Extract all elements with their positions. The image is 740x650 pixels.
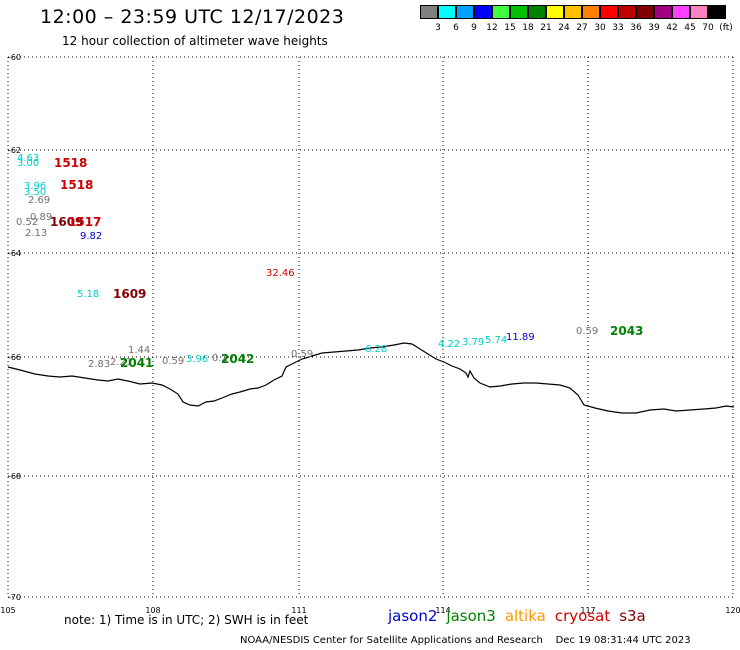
wave-height-label: 3.00 bbox=[17, 158, 39, 169]
legend-swatch bbox=[618, 5, 636, 19]
legend-label: 30 bbox=[594, 23, 606, 33]
legend-swatch bbox=[528, 5, 546, 19]
lat-tick-label: -68 bbox=[8, 472, 21, 481]
wave-height-label: 0.59 bbox=[162, 356, 184, 367]
legend-swatch bbox=[438, 5, 456, 19]
legend-swatch bbox=[420, 5, 438, 19]
lat-tick-label: -66 bbox=[8, 353, 21, 362]
wave-height-label: 5.74 bbox=[485, 335, 507, 346]
credit-text: NOAA/NESDIS Center for Satellite Applica… bbox=[240, 635, 543, 646]
wave-height-label: 2.69 bbox=[28, 195, 50, 206]
wave-height-label: 1609 bbox=[113, 287, 146, 301]
satellite-legend: jason2 jason3 altika cryosat s3a bbox=[388, 607, 655, 625]
wave-height-label: 6.28 bbox=[365, 344, 387, 355]
longitude-axis: 105 108 111 114 117 120 bbox=[0, 606, 740, 615]
legend-swatch bbox=[582, 5, 600, 19]
wave-height-label: 2041 bbox=[120, 356, 153, 370]
lat-tick-label: -62 bbox=[8, 146, 21, 155]
lat-tick-label: -64 bbox=[8, 249, 21, 258]
page-subtitle: 12 hour collection of altimeter wave hei… bbox=[62, 34, 328, 48]
legend-swatch bbox=[510, 5, 528, 19]
wave-height-label: 1609 bbox=[50, 215, 83, 229]
legend-swatch bbox=[564, 5, 582, 19]
note-text: note: 1) Time is in UTC; 2) SWH is in fe… bbox=[64, 613, 309, 627]
legend-unit: (ft) bbox=[719, 23, 733, 33]
legend-label: 33 bbox=[612, 23, 624, 33]
wave-height-label: 0.59 bbox=[291, 349, 313, 360]
wave-height-label: 1517 bbox=[68, 215, 101, 229]
legend-label: 3 bbox=[435, 23, 441, 33]
legend-label: 12 bbox=[486, 23, 498, 33]
satellite-name: s3a bbox=[619, 607, 646, 625]
wave-height-label: 0.52 bbox=[16, 217, 38, 228]
legend-label: 21 bbox=[540, 23, 552, 33]
satellite-name: altika bbox=[504, 607, 546, 625]
lat-tick-label: -60 bbox=[8, 53, 21, 62]
antarctic-coastline bbox=[7, 342, 735, 414]
lon-tick-label: 114 bbox=[435, 606, 450, 615]
wave-height-label: 3.50 bbox=[24, 187, 46, 198]
wave-height-label: 9.82 bbox=[80, 231, 102, 242]
wave-height-label: 3.96 bbox=[186, 354, 208, 365]
wave-height-label: 2.21 bbox=[110, 357, 132, 368]
page-title: 12:00 – 23:59 UTC 12/17/2023 bbox=[40, 6, 345, 28]
wave-height-label: 11.89 bbox=[506, 332, 535, 343]
legend-label: 15 bbox=[504, 23, 516, 33]
satellite-name: jason2 bbox=[388, 607, 438, 625]
latitude-axis: -60 -62 -64 -66 -68 -70 bbox=[8, 53, 21, 602]
wave-height-label: 0.89 bbox=[30, 212, 52, 223]
legend-swatch bbox=[456, 5, 474, 19]
legend-label: 39 bbox=[648, 23, 660, 33]
legend-label: 42 bbox=[666, 23, 678, 33]
wave-height-label: 3.96 bbox=[24, 181, 46, 192]
wave-height-label: 2.13 bbox=[25, 228, 47, 239]
satellite-name: cryosat bbox=[554, 607, 611, 625]
legend-swatch bbox=[708, 5, 726, 19]
lon-tick-label: 120 bbox=[725, 606, 740, 615]
legend-label: 18 bbox=[522, 23, 534, 33]
wave-height-label: 1.44 bbox=[128, 345, 150, 356]
lon-tick-label: 105 bbox=[0, 606, 15, 615]
legend-label: 24 bbox=[558, 23, 570, 33]
wave-height-label: 2.83 bbox=[88, 359, 110, 370]
legend-swatch bbox=[654, 5, 672, 19]
lat-tick-label: -70 bbox=[8, 593, 21, 602]
lon-tick-label: 111 bbox=[291, 606, 306, 615]
wave-height-label: 3.79 bbox=[462, 337, 484, 348]
wave-height-label: 32.46 bbox=[266, 268, 295, 279]
legend-swatch bbox=[636, 5, 654, 19]
lat-lon-grid bbox=[7, 56, 734, 598]
legend-label: 27 bbox=[576, 23, 588, 33]
wave-height-label: 5.18 bbox=[77, 289, 99, 300]
wave-height-label: 1518 bbox=[60, 178, 93, 192]
legend-label: 45 bbox=[684, 23, 696, 33]
timestamp: Dec 19 08:31:44 UTC 2023 bbox=[555, 635, 691, 646]
legend-swatch bbox=[600, 5, 618, 19]
legend-label: 6 bbox=[453, 23, 459, 33]
legend-swatch bbox=[492, 5, 510, 19]
legend-swatch bbox=[474, 5, 492, 19]
lon-tick-label: 117 bbox=[580, 606, 595, 615]
satellite-name: jason3 bbox=[446, 607, 496, 625]
legend-swatch bbox=[672, 5, 690, 19]
wave-height-label: 2042 bbox=[221, 352, 254, 366]
legend-swatch bbox=[546, 5, 564, 19]
legend-label: 9 bbox=[471, 23, 477, 33]
legend-label: 70 bbox=[702, 23, 714, 33]
legend-swatch bbox=[690, 5, 708, 19]
wave-height-label: 4.22 bbox=[438, 339, 460, 350]
wave-height-label: 0.2 bbox=[212, 353, 228, 364]
legend-label: 36 bbox=[630, 23, 642, 33]
wave-height-label: 1518 bbox=[54, 156, 87, 170]
footer-credit: NOAA/NESDIS Center for Satellite Applica… bbox=[240, 635, 691, 646]
wave-height-label: 2043 bbox=[610, 324, 643, 338]
lon-tick-label: 108 bbox=[145, 606, 160, 615]
wave-height-label: 4.63 bbox=[17, 153, 39, 164]
wave-height-label: 0.59 bbox=[576, 326, 598, 337]
